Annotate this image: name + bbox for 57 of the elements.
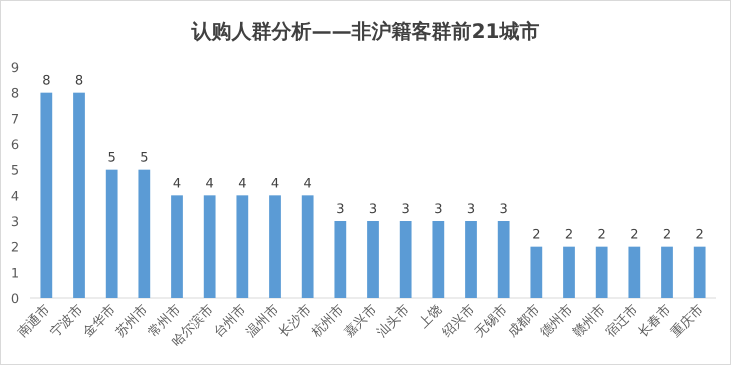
data-label: 4 bbox=[270, 176, 280, 192]
x-tick-label: 无锡市 bbox=[472, 302, 510, 340]
y-tick-label: 3 bbox=[10, 215, 20, 230]
y-tick-label: 8 bbox=[10, 86, 20, 102]
y-tick-label: 1 bbox=[10, 266, 20, 282]
y-tick-label: 4 bbox=[10, 189, 20, 204]
bar bbox=[661, 246, 673, 298]
y-tick-label: 0 bbox=[10, 292, 20, 307]
x-tick-label: 重庆市 bbox=[668, 302, 706, 340]
bar bbox=[302, 195, 314, 298]
bar bbox=[432, 221, 444, 298]
data-label: 3 bbox=[500, 202, 508, 217]
data-label: 4 bbox=[206, 176, 214, 192]
data-label: 2 bbox=[630, 228, 638, 243]
y-tick-label: 9 bbox=[10, 61, 20, 76]
bar bbox=[40, 92, 52, 298]
bar bbox=[596, 246, 608, 298]
y-tick-label: 7 bbox=[10, 112, 20, 128]
bar bbox=[138, 170, 150, 298]
data-label: 3 bbox=[336, 202, 344, 217]
data-label: 2 bbox=[662, 228, 672, 243]
bar bbox=[628, 246, 640, 298]
y-tick-label: 5 bbox=[10, 164, 20, 179]
chart-title: 认购人群分析——非沪籍客群前21城市 bbox=[190, 19, 540, 43]
bar bbox=[400, 221, 412, 298]
bar bbox=[171, 195, 183, 298]
data-label: 4 bbox=[304, 176, 312, 192]
data-label: 2 bbox=[564, 228, 574, 243]
data-label: 8 bbox=[74, 74, 84, 89]
data-label: 3 bbox=[368, 202, 378, 217]
data-label: 3 bbox=[434, 202, 442, 217]
data-label: 4 bbox=[172, 176, 182, 192]
bar bbox=[530, 246, 542, 298]
data-label: 2 bbox=[598, 228, 606, 243]
bar bbox=[106, 170, 118, 298]
x-tick-label: 汕头市 bbox=[374, 302, 412, 340]
bar bbox=[236, 195, 248, 298]
y-tick-label: 6 bbox=[10, 138, 20, 153]
bar bbox=[563, 246, 575, 298]
x-tick-label: 宁波市 bbox=[46, 302, 86, 340]
data-label: 4 bbox=[238, 176, 246, 192]
bar bbox=[269, 195, 281, 298]
bar bbox=[73, 92, 85, 298]
data-label: 5 bbox=[140, 150, 148, 166]
bar bbox=[367, 221, 379, 298]
bar bbox=[498, 221, 510, 298]
data-label: 5 bbox=[108, 150, 116, 166]
bar bbox=[204, 195, 216, 298]
bar bbox=[334, 221, 346, 298]
data-label: 2 bbox=[532, 228, 540, 243]
bar bbox=[694, 246, 706, 298]
data-label: 8 bbox=[42, 74, 50, 89]
bar bbox=[465, 221, 477, 298]
data-label: 3 bbox=[466, 202, 476, 217]
y-tick-label: 2 bbox=[10, 240, 20, 256]
data-label: 2 bbox=[696, 228, 704, 243]
data-label: 3 bbox=[402, 202, 410, 217]
